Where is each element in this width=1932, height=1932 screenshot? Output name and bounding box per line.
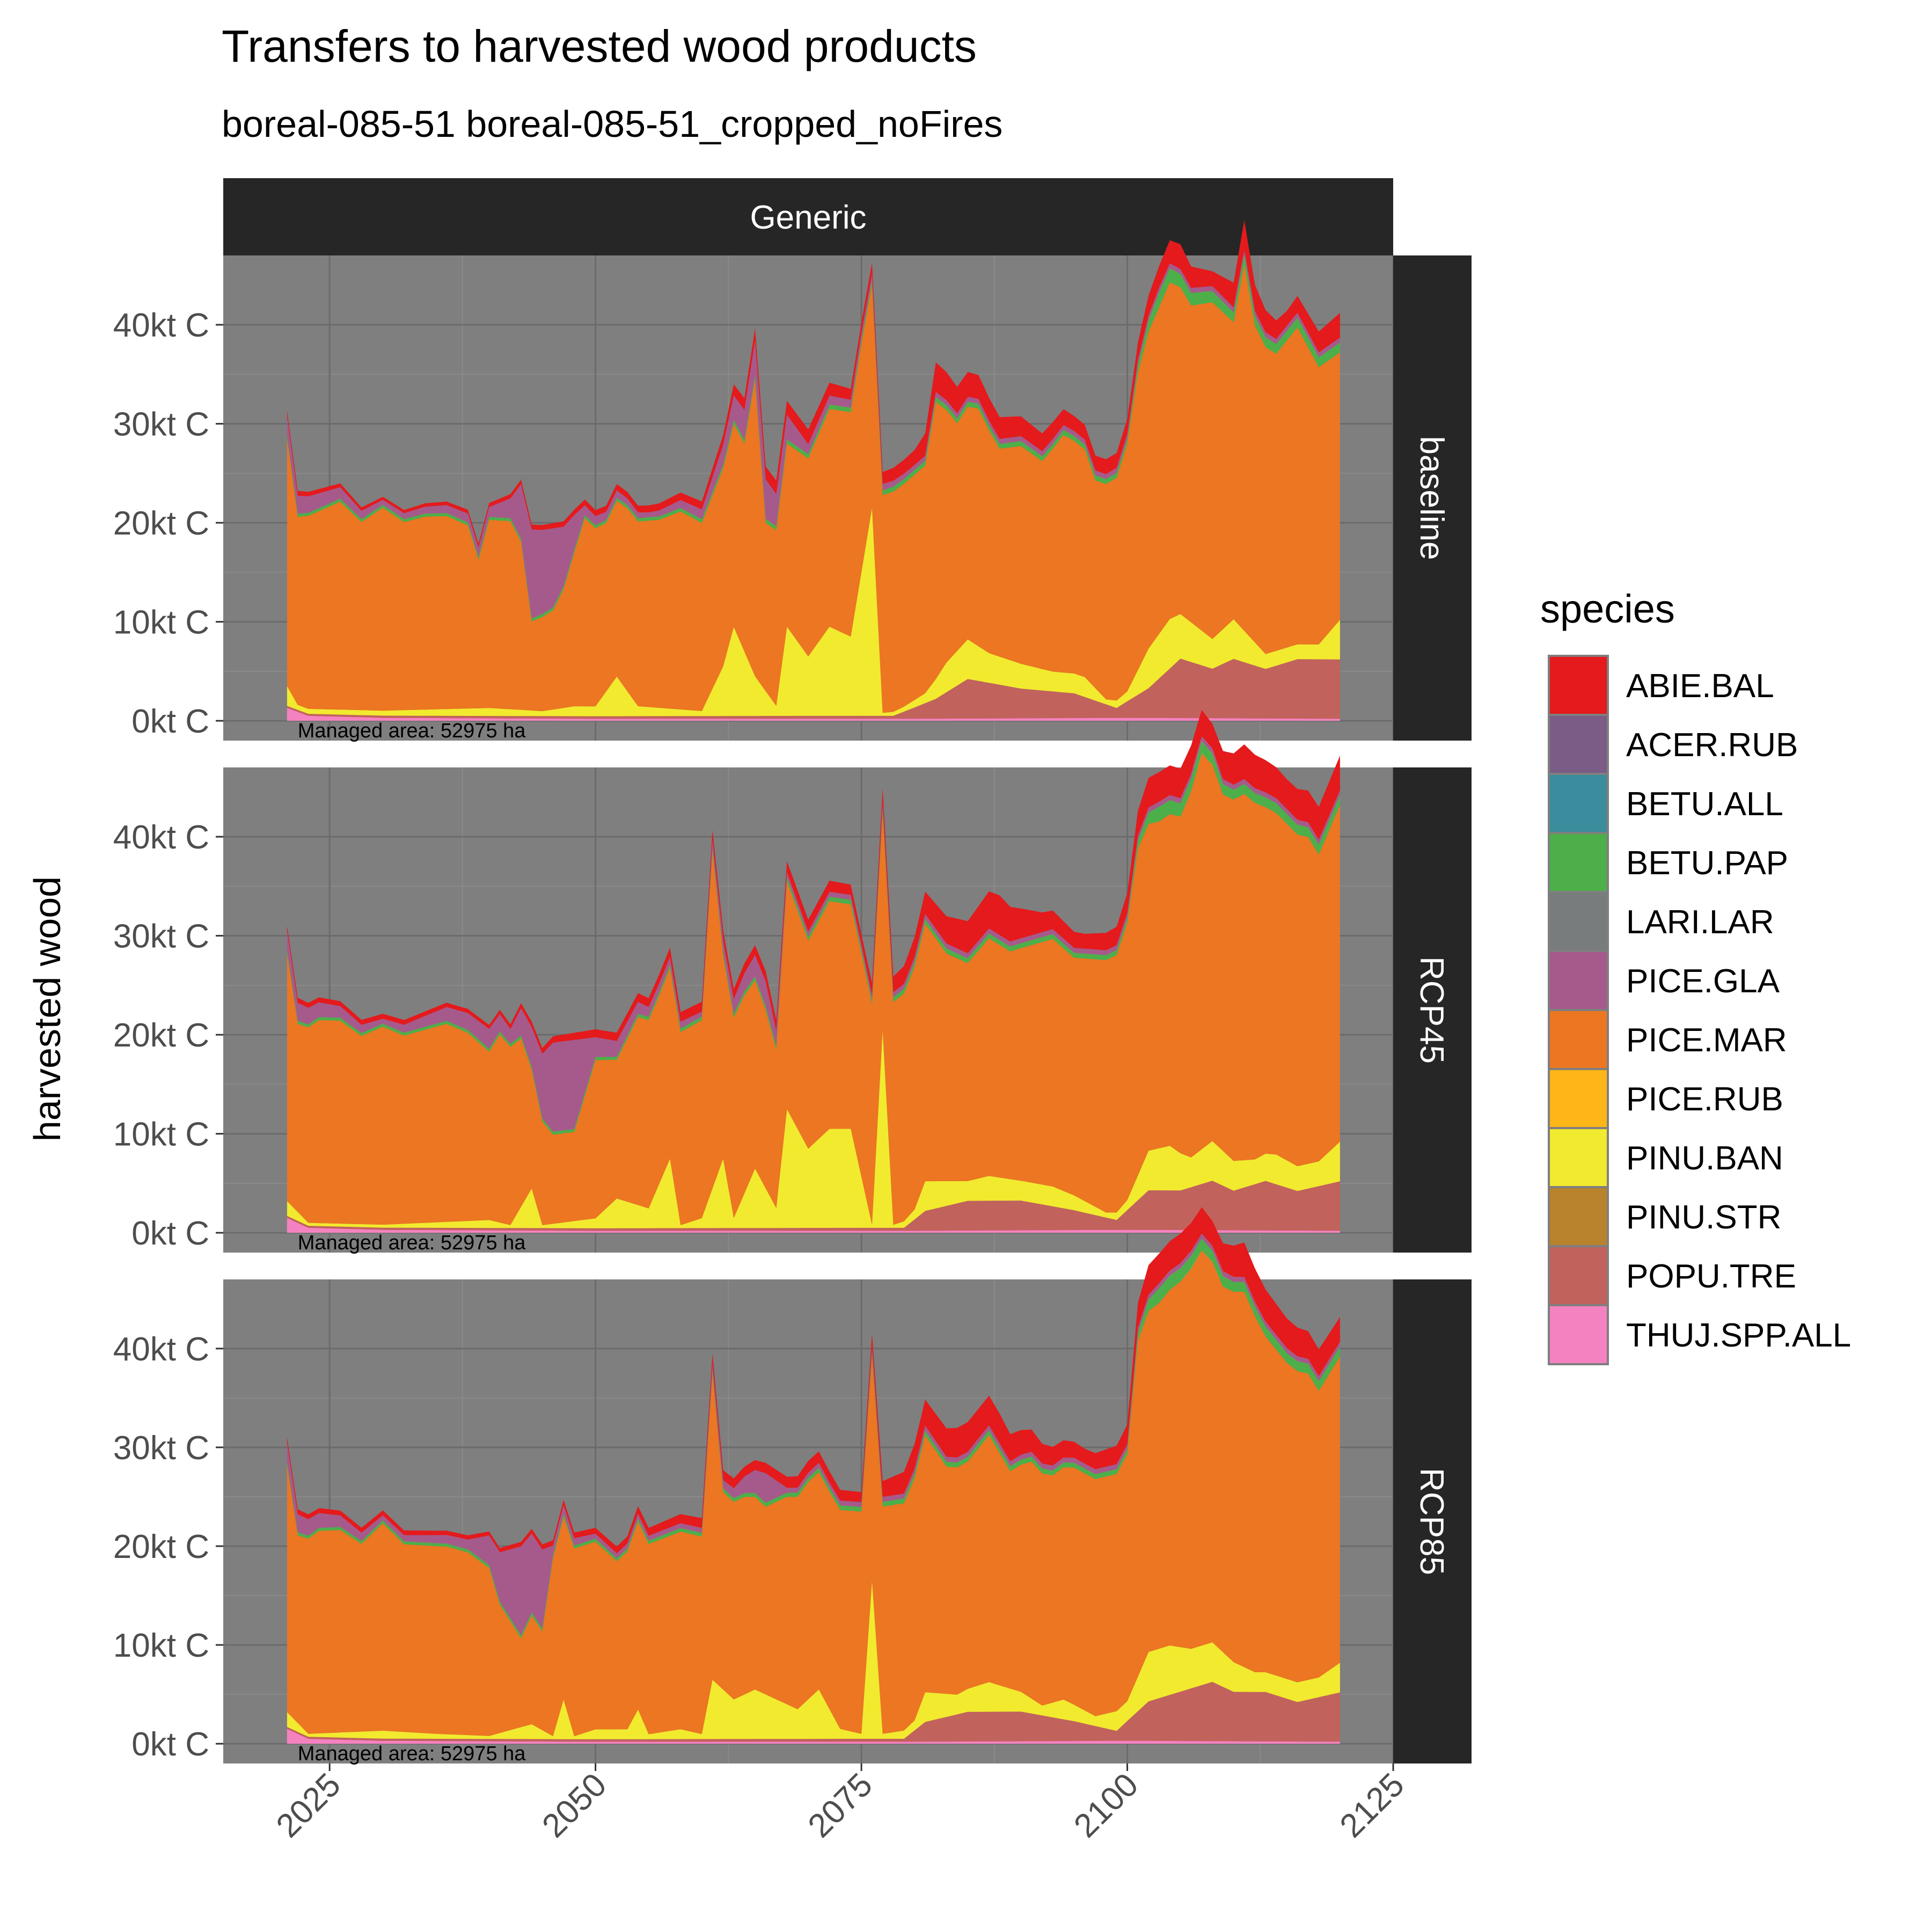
y-tick-label: 30kt C [113, 918, 209, 955]
x-tick-label: 2100 [1067, 1766, 1145, 1845]
y-tick-label: 20kt C [113, 1017, 209, 1054]
legend-item-acer-rub: ACER.RUB [1548, 714, 1798, 775]
legend-label: PICE.GLA [1626, 963, 1780, 1000]
area-thuj-spp-all [287, 1729, 1340, 1744]
area-popu-tre [287, 658, 1340, 719]
panel-RCP45: 0kt C 10kt C 20kt C 30kt C 40kt C Managed are… [113, 709, 1472, 1254]
managed-area-annotation: Managed area: 52975 ha [298, 1232, 526, 1254]
area-thuj-spp-all [287, 708, 1340, 721]
legend-swatch [1548, 1186, 1609, 1247]
y-tick-label: 40kt C [113, 307, 209, 344]
legend-swatch [1548, 832, 1609, 893]
legend-label: ABIE.BAL [1626, 668, 1774, 705]
legend-item-betu-all: BETU.ALL [1548, 773, 1783, 834]
legend-swatch [1548, 891, 1609, 952]
facet-label-row: RCP85 [1413, 1468, 1450, 1575]
area-pice-gla [287, 250, 1340, 619]
y-tick-label: 30kt C [113, 1430, 209, 1467]
area-pinu-ban [287, 508, 1340, 716]
y-tick-label: 20kt C [113, 1528, 209, 1565]
legend-label: BETU.ALL [1626, 786, 1783, 823]
legend-item-betu-pap: BETU.PAP [1548, 832, 1788, 893]
legend-swatch [1548, 655, 1609, 716]
legend: species ABIE.BAL ACER.RUB BETU.ALL BETU.PAP… [1540, 587, 1851, 1365]
x-tick-label: 2050 [535, 1766, 613, 1845]
legend-label: THUJ.SPP.ALL [1626, 1317, 1851, 1354]
legend-item-pice-mar: PICE.MAR [1548, 1009, 1787, 1070]
legend-swatch [1548, 1009, 1609, 1070]
area-pice-mar [287, 265, 1340, 713]
x-tick-label: 2025 [269, 1766, 348, 1845]
legend-label: POPU.TRE [1626, 1258, 1796, 1295]
y-tick-label: 10kt C [113, 1627, 209, 1664]
facet-label-row: RCP45 [1413, 956, 1450, 1064]
y-tick-label: 40kt C [113, 1331, 209, 1368]
area-pice-mar [287, 1250, 1340, 1737]
area-pice-mar [287, 753, 1340, 1225]
legend-swatch [1548, 1245, 1609, 1306]
facet-strip-column [223, 178, 1393, 255]
area-pinu-ban [287, 1029, 1340, 1228]
legend-label: LARI.LAR [1626, 904, 1774, 941]
y-axis-label: harvested wood [26, 876, 68, 1141]
legend-swatch [1548, 773, 1609, 834]
y-tick-label: 10kt C [113, 604, 209, 641]
facet-strip-row [1393, 767, 1472, 1253]
legend-item-pinu-ban: PINU.BAN [1548, 1127, 1783, 1188]
legend-item-pice-rub: PICE.RUB [1548, 1068, 1783, 1129]
legend-item-abie-bal: ABIE.BAL [1548, 655, 1774, 716]
chart-title: Transfers to harvested wood products [222, 21, 977, 71]
legend-swatch [1548, 1068, 1609, 1129]
legend-item-lari-lar: LARI.LAR [1548, 891, 1774, 952]
legend-item-popu-tre: POPU.TRE [1548, 1245, 1796, 1306]
legend-item-thuj-spp-all: THUJ.SPP.ALL [1548, 1304, 1851, 1365]
chart-subtitle: boreal-085-51 boreal-085-51_cropped_noFi… [222, 103, 1002, 145]
legend-swatch [1548, 1127, 1609, 1188]
y-tick-label: 20kt C [113, 505, 209, 542]
legend-label: PICE.MAR [1626, 1022, 1787, 1059]
area-pinu-ban [287, 1580, 1340, 1739]
legend-item-pice-gla: PICE.GLA [1548, 950, 1780, 1011]
managed-area-annotation: Managed area: 52975 ha [298, 1743, 526, 1765]
legend-swatch [1548, 714, 1609, 775]
managed-area-annotation: Managed area: 52975 ha [298, 720, 526, 742]
y-tick-label: 10kt C [113, 1116, 209, 1153]
area-popu-tre [287, 1181, 1340, 1231]
legend-label: PINU.BAN [1626, 1140, 1783, 1177]
legend-swatch [1548, 1304, 1609, 1365]
legend-label: BETU.PAP [1626, 845, 1788, 882]
panel-RCP85: 0kt C 10kt C 20kt C 30kt C 40kt C Managed are… [113, 1207, 1472, 1765]
y-tick-label: 0kt C [131, 1215, 209, 1252]
x-tick-label: 2075 [801, 1766, 880, 1845]
facet-strip-row [1393, 255, 1472, 741]
area-popu-tre [287, 1681, 1340, 1742]
y-tick-label: 0kt C [131, 703, 209, 740]
panel-baseline: 0kt C 10kt C 20kt C 30kt C 40kt C Managed are… [113, 220, 1472, 742]
legend-swatch [1548, 950, 1609, 1011]
legend-item-pinu-str: PINU.STR [1548, 1186, 1781, 1247]
legend-label: PINU.STR [1626, 1199, 1781, 1236]
area-thuj-spp-all [287, 1218, 1340, 1233]
facet-panels: Generic 0kt C 10kt C 20kt C 30kt C 40kt C Mana… [113, 178, 1472, 1765]
legend-label: PICE.RUB [1626, 1081, 1783, 1118]
y-tick-label: 40kt C [113, 819, 209, 856]
facet-label-row: baseline [1413, 436, 1450, 560]
legend-label: ACER.RUB [1626, 727, 1798, 764]
y-tick-label: 30kt C [113, 406, 209, 443]
x-tick-label: 2125 [1333, 1766, 1411, 1845]
area-abie-bal [287, 709, 1340, 1054]
x-axis: 2025 2050 2075 2100 2125 [269, 1763, 1411, 1845]
facet-label-column: Generic [750, 199, 866, 236]
facet-strip-row [1393, 1279, 1472, 1763]
legend-title: species [1540, 587, 1675, 631]
y-tick-label: 0kt C [131, 1726, 209, 1763]
